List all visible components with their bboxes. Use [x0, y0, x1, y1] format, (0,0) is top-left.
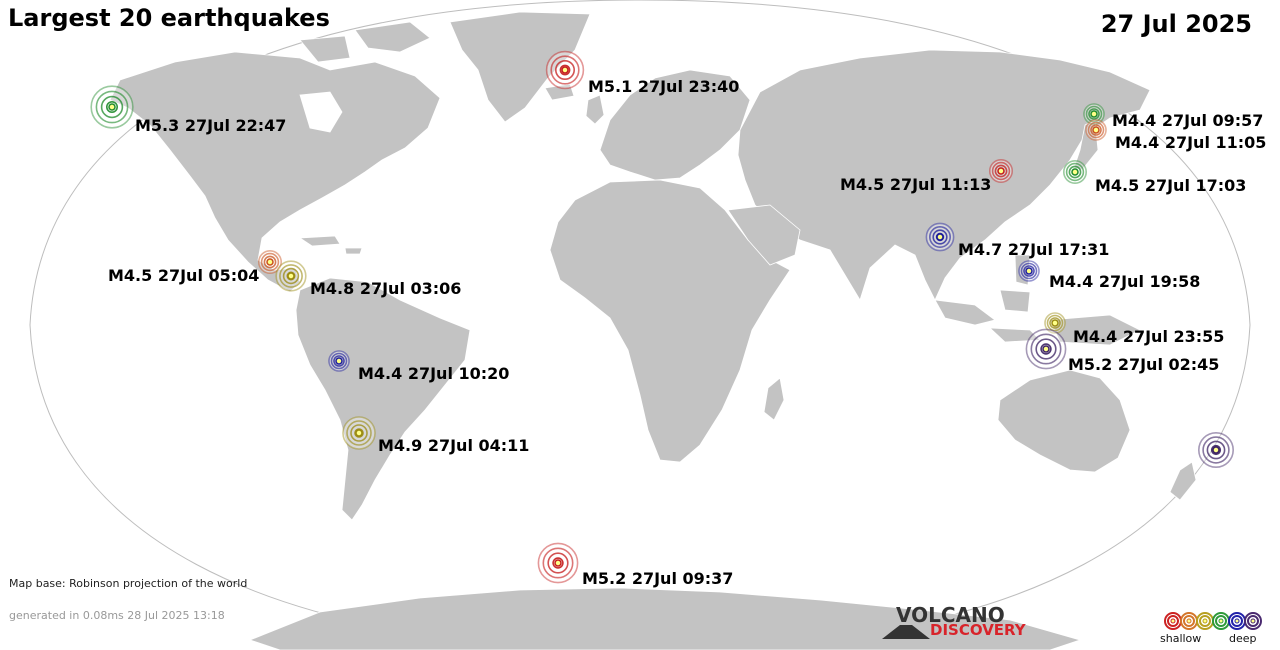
earthquake-marker[interactable]: [1018, 260, 1040, 282]
earthquake-marker[interactable]: [1063, 160, 1088, 185]
legend-deep-label: deep: [1229, 632, 1257, 645]
quake-label[interactable]: M4.4 27Jul 09:57: [1112, 111, 1264, 130]
quake-label[interactable]: M5.1 27Jul 23:40: [588, 77, 740, 96]
quake-label[interactable]: M4.4 27Jul 10:20: [358, 364, 510, 383]
legend-shallow-label: shallow: [1160, 632, 1202, 645]
quake-label[interactable]: M4.7 27Jul 17:31: [958, 240, 1110, 259]
volcano-discovery-logo[interactable]: VOLCANO DISCOVERY: [882, 603, 1042, 643]
africa: [549, 179, 791, 463]
earthquake-marker[interactable]: [1085, 119, 1107, 141]
earthquake-marker[interactable]: [90, 85, 134, 129]
earthquake-marker[interactable]: [988, 159, 1013, 184]
earthquake-marker[interactable]: [545, 50, 585, 90]
volcano-icon: [882, 625, 930, 639]
earthquake-marker[interactable]: [1025, 328, 1067, 370]
quake-label[interactable]: M5.3 27Jul 22:47: [135, 116, 287, 135]
map-date: 27 Jul 2025: [1100, 10, 1252, 38]
australia: [997, 369, 1131, 473]
quake-label[interactable]: M4.5 27Jul 11:13: [840, 175, 992, 194]
north-america: [109, 51, 441, 293]
earthquake-marker[interactable]: [925, 222, 955, 252]
earthquake-marker[interactable]: [275, 260, 307, 292]
map-base-note: Map base: Robinson projection of the wor…: [9, 577, 248, 590]
quake-label[interactable]: M5.2 27Jul 09:37: [582, 569, 734, 588]
logo-line1: VOLCANO: [896, 603, 1005, 627]
earthquake-marker[interactable]: [1198, 431, 1235, 468]
quake-label[interactable]: M4.4 27Jul 11:05: [1115, 133, 1267, 152]
earthquake-marker[interactable]: [342, 416, 376, 450]
quake-label[interactable]: M4.5 27Jul 17:03: [1095, 176, 1247, 195]
south-america: [295, 277, 471, 521]
depth-legend: [1164, 612, 1262, 630]
greenland: [449, 11, 591, 123]
logo-line2: DISCOVERY: [930, 621, 1026, 639]
quake-label[interactable]: M4.4 27Jul 19:58: [1049, 272, 1201, 291]
earthquake-marker[interactable]: [1044, 312, 1066, 334]
quake-label[interactable]: M4.8 27Jul 03:06: [310, 279, 462, 298]
earthquake-marker[interactable]: [537, 542, 579, 584]
quake-label[interactable]: M4.9 27Jul 04:11: [378, 436, 530, 455]
earthquake-marker[interactable]: [1083, 103, 1105, 125]
earthquake-markers: [90, 50, 1235, 584]
asia: [737, 49, 1151, 301]
generated-note: generated in 0.08ms 28 Jul 2025 13:18: [9, 609, 225, 622]
antarctica: [248, 587, 1082, 650]
continents: [109, 11, 1197, 650]
map-title: Largest 20 earthquakes: [8, 4, 330, 32]
quake-label[interactable]: M5.2 27Jul 02:45: [1068, 355, 1220, 374]
earthquake-marker[interactable]: [328, 350, 350, 372]
earthquake-marker[interactable]: [257, 250, 282, 275]
quake-label[interactable]: M4.5 27Jul 05:04: [108, 266, 260, 285]
quake-label[interactable]: M4.4 27Jul 23:55: [1073, 327, 1225, 346]
